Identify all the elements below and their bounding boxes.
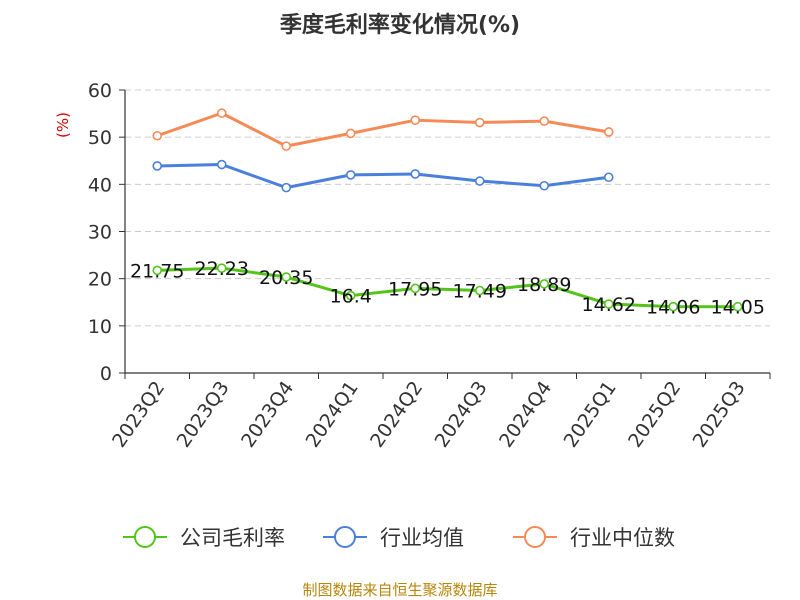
legend-label: 公司毛利率 — [180, 526, 285, 550]
y-tick-label: 0 — [100, 363, 112, 385]
data-point — [152, 130, 163, 141]
legend-marker — [334, 526, 356, 548]
data-label: 21.75 — [130, 260, 184, 282]
x-tick-label: 2023Q3 — [173, 377, 234, 451]
data-point — [732, 301, 743, 312]
data-label: 14.05 — [711, 297, 765, 319]
data-label: 20.35 — [259, 267, 313, 289]
x-tick-label: 2025Q2 — [624, 377, 685, 451]
x-tick-label: 2024Q3 — [431, 377, 492, 451]
data-label: 16.4 — [330, 286, 372, 308]
grid-lines — [125, 89, 770, 327]
y-tick-label: 60 — [88, 80, 112, 102]
data-label: 17.95 — [388, 278, 442, 300]
data-point — [281, 141, 292, 151]
data-label: 14.06 — [646, 297, 700, 319]
data-point — [345, 128, 356, 139]
data-point — [474, 117, 485, 128]
data-point — [474, 176, 485, 186]
y-tick-labels: 0 10 20 30 40 50 60 — [88, 80, 112, 385]
axes — [119, 89, 771, 379]
x-tick-label: 2024Q4 — [495, 377, 556, 451]
data-point — [216, 108, 227, 118]
data-point — [539, 180, 550, 191]
data-point — [152, 265, 163, 276]
x-tick-label: 2025Q3 — [689, 377, 750, 451]
data-point — [539, 116, 550, 126]
data-point — [603, 299, 614, 309]
data-label: 17.49 — [453, 281, 507, 303]
series-line-1 — [157, 266, 738, 309]
data-point — [216, 159, 227, 170]
x-tick-label: 2023Q2 — [108, 377, 169, 451]
y-tick-label: 20 — [88, 269, 112, 291]
y-tick-label: 30 — [88, 222, 112, 244]
x-tick-labels: 2023Q2 2023Q3 2023Q4 2024Q1 2024Q2 2024Q3 2024… — [108, 377, 750, 451]
x-tick-label: 2024Q1 — [302, 377, 363, 451]
data-point — [668, 301, 679, 312]
data-point — [474, 285, 485, 296]
data-point — [603, 172, 614, 183]
data-point — [410, 115, 421, 125]
data-point — [281, 182, 292, 193]
legend: 公司毛利率 行业均值 行业中位数 — [123, 526, 675, 550]
data-point — [216, 263, 227, 273]
data-point — [345, 290, 356, 301]
data-point — [410, 283, 421, 294]
y-axis-label: (%) — [54, 112, 72, 138]
legend-label: 行业均值 — [380, 526, 464, 550]
data-point — [345, 170, 356, 180]
data-point — [603, 127, 614, 137]
chart-title: 季度毛利率变化情况(%) — [280, 12, 520, 38]
data-label: 22.23 — [195, 258, 249, 280]
data-point — [410, 169, 421, 179]
y-tick-label: 40 — [88, 174, 112, 196]
series-line-3 — [156, 111, 609, 148]
legend-label: 行业中位数 — [570, 526, 675, 550]
data-label: 14.62 — [582, 294, 636, 316]
x-tick-label: 2024Q2 — [366, 377, 427, 451]
x-tick-label: 2023Q4 — [237, 377, 298, 451]
data-point — [152, 161, 163, 171]
data-point — [539, 279, 550, 289]
x-tick-label: 2025Q1 — [560, 377, 621, 451]
series-line-2 — [157, 163, 609, 190]
source-note: 制图数据来自恒生聚源数据库 — [302, 581, 497, 599]
y-tick-label: 10 — [88, 316, 112, 338]
data-labels: 21.75 22.23 20.35 16.4 17.95 17.49 18.89 14.62 1… — [130, 258, 765, 319]
data-point — [281, 272, 292, 282]
legend-marker — [524, 526, 546, 548]
series-group — [152, 108, 743, 312]
legend-marker — [134, 526, 156, 548]
data-label: 18.89 — [517, 274, 571, 296]
y-tick-label: 50 — [88, 127, 112, 149]
